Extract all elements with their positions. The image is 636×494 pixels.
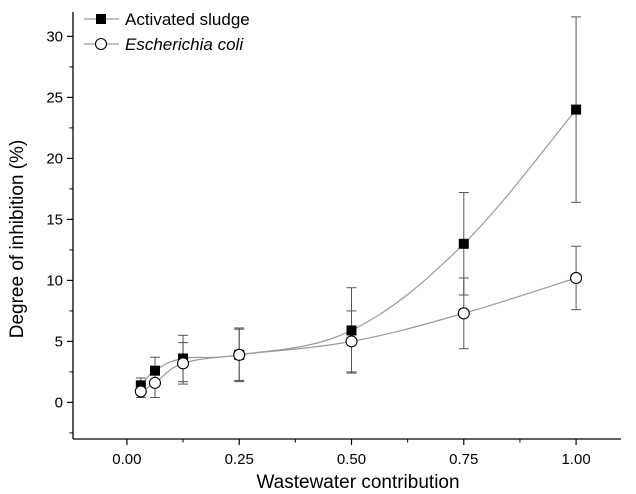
tick-labels: 0 5 10 15 20 25 30 0.00 0.25 0.50 0.75 1.00 [46, 28, 590, 468]
data-point-escherichia-coli [176, 357, 190, 370]
data-markers [134, 104, 583, 398]
x-tick-label: 0.50 [337, 451, 366, 468]
axes [67, 12, 621, 445]
y-axis-label: Degree of inhibition (%) [7, 140, 28, 339]
data-point-escherichia-coli [570, 271, 583, 285]
legend-circle-marker [94, 37, 108, 51]
data-point-activated-sludge [571, 104, 582, 115]
data-point-escherichia-coli [457, 307, 470, 320]
legend-item-activated-sludge: Activated sludge [84, 10, 250, 29]
y-tick-label: 0 [55, 394, 63, 411]
data-point-escherichia-coli [134, 385, 147, 398]
data-point-activated-sludge [458, 238, 469, 249]
legend-item-escherichia-coli: Escherichia coli [84, 35, 244, 54]
data-point-escherichia-coli [345, 335, 358, 348]
x-tick-label: 1.00 [561, 451, 590, 468]
data-point-escherichia-coli [148, 376, 162, 389]
data-point-escherichia-coli [233, 348, 246, 361]
y-tick-label: 30 [46, 28, 63, 45]
x-axis-label: Wastewater contribution [256, 472, 459, 493]
data-point-activated-sludge [149, 365, 160, 376]
legend-square-marker [96, 14, 106, 24]
legend-label-escherichia-coli: Escherichia coli [125, 35, 244, 54]
y-tick-label: 25 [46, 89, 63, 106]
legend: Activated sludge Escherichia coli [84, 10, 250, 54]
y-tick-label: 15 [46, 211, 63, 228]
x-tick-label: 0.25 [225, 451, 254, 468]
fit-curve-activated-sludge [140, 109, 577, 386]
fit-curve-escherichia-coli [140, 277, 577, 392]
data-point-activated-sludge [135, 380, 146, 391]
fit-curves [140, 109, 577, 392]
x-tick-label: 0.00 [112, 451, 141, 468]
legend-label-activated-sludge: Activated sludge [125, 10, 250, 29]
y-tick-label: 10 [46, 272, 63, 289]
x-tick-label: 0.75 [449, 451, 478, 468]
y-tick-label: 5 [55, 333, 63, 350]
y-tick-label: 20 [46, 150, 63, 167]
data-point-activated-sludge [346, 325, 357, 336]
